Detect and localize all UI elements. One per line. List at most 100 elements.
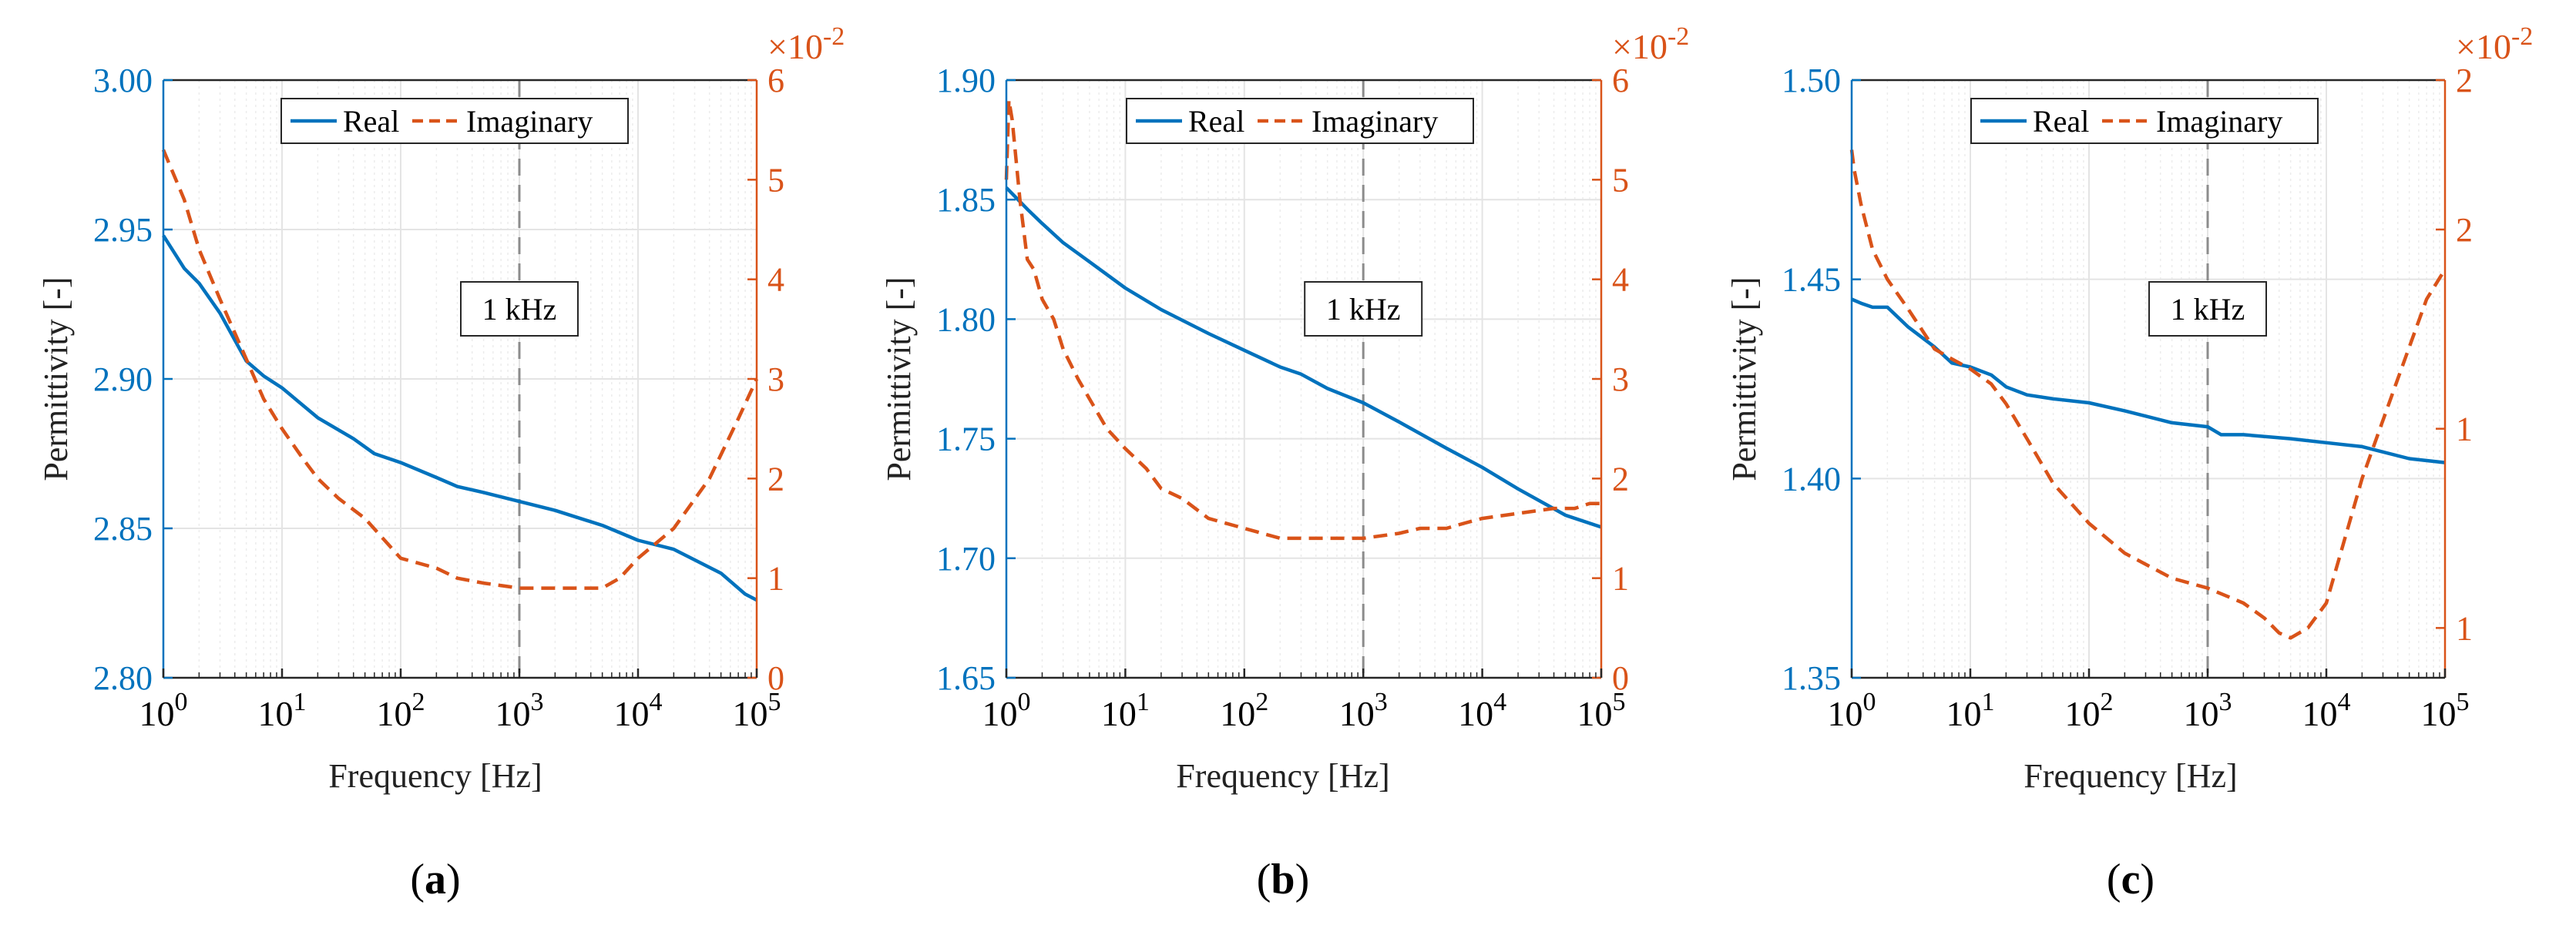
x-tick-label: 101 [1101,688,1150,733]
x-tick-base: 10 [982,694,1018,733]
x-tick-label: 101 [1946,688,1995,733]
legend-label-real: Real [2033,104,2089,139]
x-tick-label: 104 [2302,688,2351,733]
annotation-label: 1 kHz [2171,292,2245,327]
x-tick-exponent: 2 [2101,688,2114,716]
y-tick-label: 3.00 [93,62,153,99]
y-tick-label: 2.95 [93,211,153,249]
x-tick-label: 102 [2065,688,2114,733]
y2-tick-label: 1 [767,560,784,598]
legend-label-imaginary: Imaginary [1312,104,1438,139]
x-tick-exponent: 1 [1137,688,1150,716]
y-tick-label: 1.70 [936,540,996,578]
x-tick-exponent: 5 [1613,688,1626,716]
series-line-real [1851,297,2446,464]
annotation: 1 kHz [460,281,579,337]
x-tick-base: 10 [2421,694,2457,733]
x-tick-base: 10 [1101,694,1137,733]
y-tick-label: 2.90 [93,360,153,398]
legend-label-real: Real [1188,104,1244,139]
y2-exponent-base: ×10 [2456,27,2511,66]
x-tick-label: 104 [614,688,663,733]
y-tick-label: 1.35 [1782,659,1841,697]
x-tick-base: 10 [2184,694,2219,733]
y-tick-label: 1.40 [1782,460,1841,498]
y2-exponent-label: ×10-2 [2456,22,2533,66]
series-line-imaginary [1849,149,2447,640]
y2-exponent-label: ×10-2 [767,22,845,66]
x-tick-base: 10 [258,694,294,733]
x-tick-base: 10 [1946,694,1982,733]
y2-tick-label: 4 [767,261,784,299]
y2-tick-label: 0 [767,659,784,697]
x-tick-base: 10 [733,694,768,733]
y2-tick-label: 1 [2456,609,2473,647]
panel-label-close: ) [1295,856,1310,903]
x-tick-base: 10 [1220,694,1255,733]
x-tick-base: 10 [2065,694,2101,733]
panel-label: (c) [2107,856,2155,903]
x-tick-label: 100 [139,688,188,733]
x-tick-exponent: 3 [2219,688,2232,716]
annotation-label: 1 kHz [482,292,557,327]
x-tick-exponent: 5 [768,688,781,716]
y-tick-label: 1.45 [1782,261,1841,299]
panel-label-open: ( [1257,856,1271,903]
x-tick-label: 103 [2184,688,2232,733]
series-line-imaginary [161,149,759,590]
x-tick-exponent: 4 [650,688,663,716]
x-axis-label: Frequency [Hz] [328,757,542,795]
y2-exponent-power: -2 [823,22,845,51]
x-axis-label: Frequency [Hz] [1176,757,1389,795]
x-tick-exponent: 2 [1255,688,1268,716]
legend: Real Imaginary [280,98,629,144]
x-tick-label: 100 [982,688,1031,733]
y2-tick-label: 5 [1612,161,1629,199]
annotation-box [2148,281,2267,337]
y-tick-label: 1.80 [936,300,996,338]
x-tick-label: 105 [1577,688,1626,733]
y2-tick-label: 3 [1612,360,1629,398]
x-tick-exponent: 1 [294,688,307,716]
y2-tick-label: 4 [1612,261,1629,299]
x-tick-base: 10 [1458,694,1493,733]
x-tick-exponent: 3 [531,688,544,716]
x-tick-base: 10 [377,694,412,733]
x-tick-base: 10 [2302,694,2338,733]
x-tick-label: 104 [1458,688,1506,733]
series-line-imaginary [1004,98,1601,541]
panel-label-open: ( [2107,856,2121,903]
y2-tick-label: 1 [1612,560,1629,598]
x-tick-exponent: 0 [1863,688,1876,716]
y-tick-label: 1.75 [936,421,996,458]
x-tick-base: 10 [1828,694,1863,733]
legend-label-imaginary: Imaginary [2156,104,2282,139]
x-tick-label: 102 [1220,688,1268,733]
y2-exponent-base: ×10 [767,27,823,66]
x-tick-exponent: 5 [2457,688,2470,716]
series-line-real [1005,186,1602,529]
y2-tick-label: 2 [2456,62,2473,99]
x-tick-exponent: 4 [1493,688,1506,716]
y2-exponent-base: ×10 [1612,27,1668,66]
x-tick-label: 100 [1828,688,1876,733]
x-tick-label: 102 [377,688,425,733]
y2-tick-label: 2 [2456,211,2473,249]
y-tick-label: 2.80 [93,659,153,697]
annotation-label: 1 kHz [1326,292,1401,327]
plot-area [1006,80,1601,678]
y2-tick-label: 0 [1612,659,1629,697]
y2-tick-label: 2 [767,460,784,498]
panel-label: (b) [1257,856,1309,903]
panel-label-close: ) [446,856,461,903]
panel-label-open: ( [410,856,425,903]
y2-exponent-power: -2 [2511,22,2533,51]
y-axis-label: Permittivity [-] [1725,276,1763,481]
legend: Real Imaginary [1970,98,2319,144]
x-tick-exponent: 2 [412,688,425,716]
y2-exponent-label: ×10-2 [1612,22,1689,66]
